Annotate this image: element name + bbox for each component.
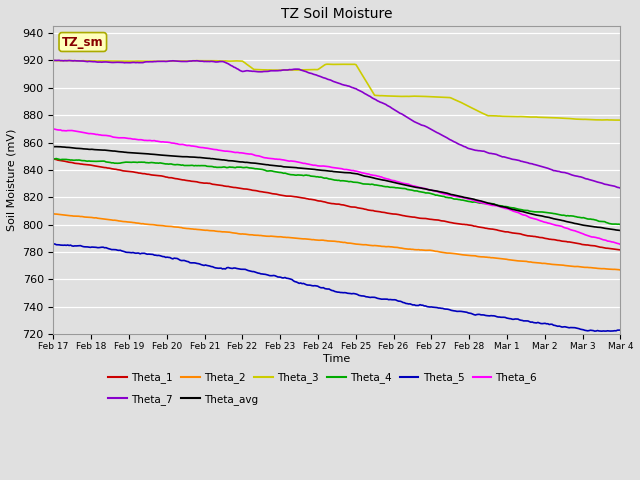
- Legend: Theta_7, Theta_avg: Theta_7, Theta_avg: [104, 390, 262, 409]
- Title: TZ Soil Moisture: TZ Soil Moisture: [281, 7, 392, 21]
- Y-axis label: Soil Moisture (mV): Soil Moisture (mV): [7, 129, 17, 231]
- X-axis label: Time: Time: [323, 354, 351, 363]
- Text: TZ_sm: TZ_sm: [62, 36, 104, 48]
